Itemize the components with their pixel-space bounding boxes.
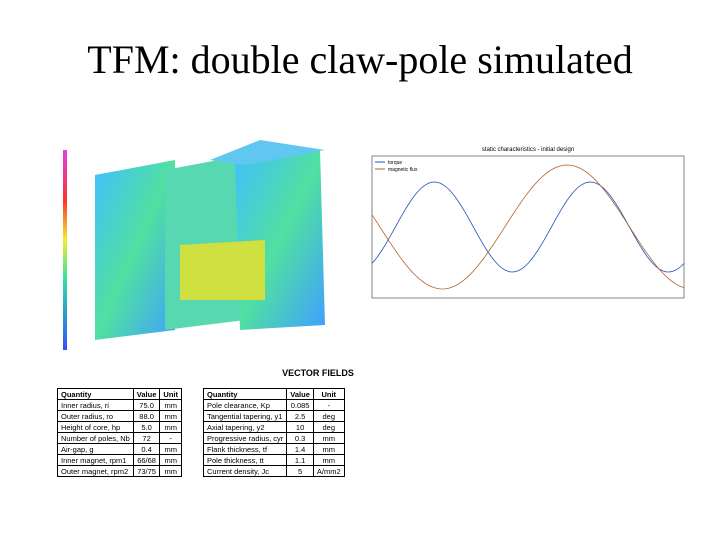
table-cell: A/mm2 [312,465,345,477]
table-cell: 1.1 [286,454,314,466]
table-cell: mm [312,443,345,455]
table-cell: 88.0 [132,410,161,422]
table-cell: Outer radius, ro [57,410,134,422]
table-row: Inner magnet, rpm1 66/68 mm [57,454,182,466]
table-row: Number of poles, Nb 72- [57,432,182,444]
chart-title: static characteristics - initial design [482,147,574,153]
chart: static characteristics - initial design … [371,147,685,299]
table-cell: 5 [286,465,314,477]
table-cell: 75.0 [132,399,161,411]
table-cell: Outer magnet, rpm2 [57,465,134,477]
table-cell: Axial tapering, y2 [202,421,288,433]
slide-title: TFM: double claw-pole simulated [87,37,633,82]
parameter-table: Quantity Value Unit Pole clearance, Kp 0.085… [202,388,345,477]
table-cell: - [312,399,345,411]
table-cell: Quantity [202,388,288,400]
table-cell: 66/68 [132,454,161,466]
table-cell: Quantity [57,388,134,400]
table-cell: Pole clearance, Kp [202,399,288,411]
color-bar [63,150,67,350]
torque-curve [371,181,685,273]
table-cell: deg [312,410,345,422]
table-cell: Flank thickness, tf [202,443,288,455]
table-cell: Unit [159,388,182,400]
table-row: Air-gap, g 0.4 mm [57,443,182,455]
table-cell: Value [132,388,161,400]
table-cell: Air-gap, g [57,443,134,455]
table-cell: mm [312,454,345,466]
table-row: Quantity Value Unit [57,388,182,400]
legend-label: torque [388,160,402,166]
plot-frame [371,155,685,299]
table-cell: 73/75 [132,465,161,477]
table-row: Flank thickness, tf 1.4 mm [202,443,345,455]
simulation-model [95,140,325,340]
table-cell: mm [159,399,182,411]
table-row: Axial tapering, y2 10 deg [202,421,345,433]
table-cell: Tangential tapering, y1 [202,410,288,422]
table-cell: Height of core, hp [57,421,134,433]
table-row: Quantity Value Unit [202,388,345,400]
table-cell: Value [286,388,314,400]
table-row: Inner radius, ri 75.0 mm [57,399,182,411]
table-cell: deg [312,421,345,433]
table-cell: 10 [286,421,314,433]
table-cell: mm [159,410,182,422]
table-cell: Current density, Jc [202,465,288,477]
table-cell: 0.3 [286,432,314,444]
table-row: Tangential tapering, y1 2.5 deg [202,410,345,422]
table-cell: Unit [312,388,345,400]
table-cell: 0.085 [286,399,314,411]
table-cell: 2.5 [286,410,314,422]
table-cell: 0.4 [132,443,161,455]
table-cell: mm [159,465,182,477]
table-cell: 1.4 [286,443,314,455]
table-cell: mm [159,443,182,455]
legend-label: magnetic flux [388,167,418,173]
parameter-table: Quantity Value Unit Inner radius, ri 75.0 mm O… [57,388,182,477]
table-row: Height of core, hp 5.0 mm [57,421,182,433]
table-cell: mm [159,454,182,466]
flux-curve [371,164,685,290]
table-cell: Pole thickness, tt [202,454,288,466]
table-cell: - [159,432,182,444]
table-row: Progressive radius, cyr 0.3 mm [202,432,345,444]
table-cell: mm [159,421,182,433]
table-cell: Progressive radius, cyr [202,432,288,444]
table-cell: Inner radius, ri [57,399,134,411]
logo-caption: VECTOR FIELDS [282,368,354,378]
table-row: Current density, Jc 5 A/mm2 [202,465,345,477]
table-cell: mm [312,432,345,444]
table-row: Pole thickness, tt 1.1 mm [202,454,345,466]
table-cell: Number of poles, Nb [57,432,134,444]
table-cell: 72 [132,432,161,444]
table-cell: Inner magnet, rpm1 [57,454,134,466]
table-row: Outer radius, ro 88.0 mm [57,410,182,422]
table-cell: 5.0 [132,421,161,433]
table-row: Outer magnet, rpm2 73/75 mm [57,465,182,477]
table-row: Pole clearance, Kp 0.085- [202,399,345,411]
